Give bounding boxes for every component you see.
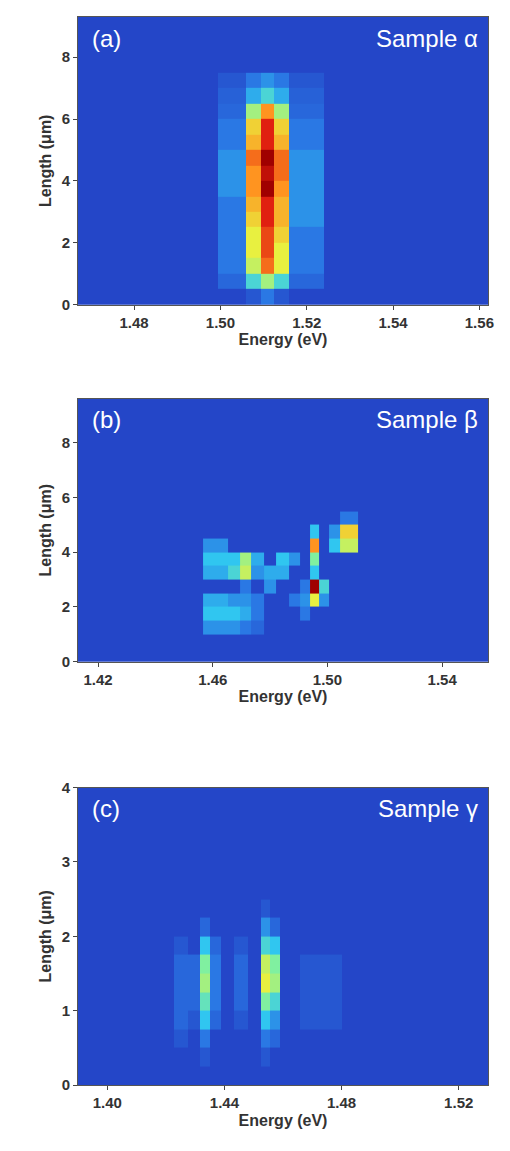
svg-text:6: 6 (62, 489, 70, 506)
svg-text:0: 0 (62, 653, 70, 670)
svg-text:1.54: 1.54 (428, 671, 458, 688)
svg-text:(b): (b) (92, 406, 121, 433)
svg-text:1.42: 1.42 (83, 671, 112, 688)
svg-text:1.48: 1.48 (120, 314, 149, 331)
svg-text:1.52: 1.52 (444, 1094, 473, 1111)
svg-text:4: 4 (62, 543, 71, 560)
svg-text:0: 0 (62, 296, 70, 313)
svg-text:1.52: 1.52 (292, 314, 321, 331)
svg-text:0: 0 (62, 1076, 70, 1093)
svg-text:1.54: 1.54 (378, 314, 408, 331)
svg-text:Length (μm): Length (μm) (37, 484, 54, 576)
svg-text:Energy (eV): Energy (eV) (239, 331, 328, 348)
svg-text:1: 1 (62, 1002, 70, 1019)
svg-text:1.48: 1.48 (327, 1094, 356, 1111)
svg-text:2: 2 (62, 598, 70, 615)
svg-text:Length (μm): Length (μm) (37, 890, 54, 982)
svg-text:Sample α: Sample α (376, 25, 478, 52)
svg-text:2: 2 (62, 234, 70, 251)
svg-text:Sample γ: Sample γ (378, 795, 478, 822)
svg-text:4: 4 (62, 779, 71, 796)
svg-text:8: 8 (62, 434, 70, 451)
svg-text:(a): (a) (92, 25, 121, 52)
svg-text:Energy (eV): Energy (eV) (239, 1112, 328, 1129)
svg-text:1.44: 1.44 (210, 1094, 240, 1111)
svg-text:Length (μm): Length (μm) (37, 115, 54, 207)
svg-text:8: 8 (62, 48, 70, 65)
svg-text:4: 4 (62, 172, 71, 189)
svg-text:6: 6 (62, 110, 70, 127)
svg-text:2: 2 (62, 928, 70, 945)
svg-text:1.50: 1.50 (206, 314, 235, 331)
svg-text:1.40: 1.40 (93, 1094, 122, 1111)
svg-text:3: 3 (62, 853, 70, 870)
svg-text:Sample β: Sample β (376, 406, 478, 433)
svg-text:Energy (eV): Energy (eV) (239, 688, 328, 705)
svg-text:(c): (c) (92, 795, 120, 822)
svg-text:1.50: 1.50 (313, 671, 342, 688)
svg-text:1.46: 1.46 (198, 671, 227, 688)
svg-text:1.56: 1.56 (465, 314, 494, 331)
